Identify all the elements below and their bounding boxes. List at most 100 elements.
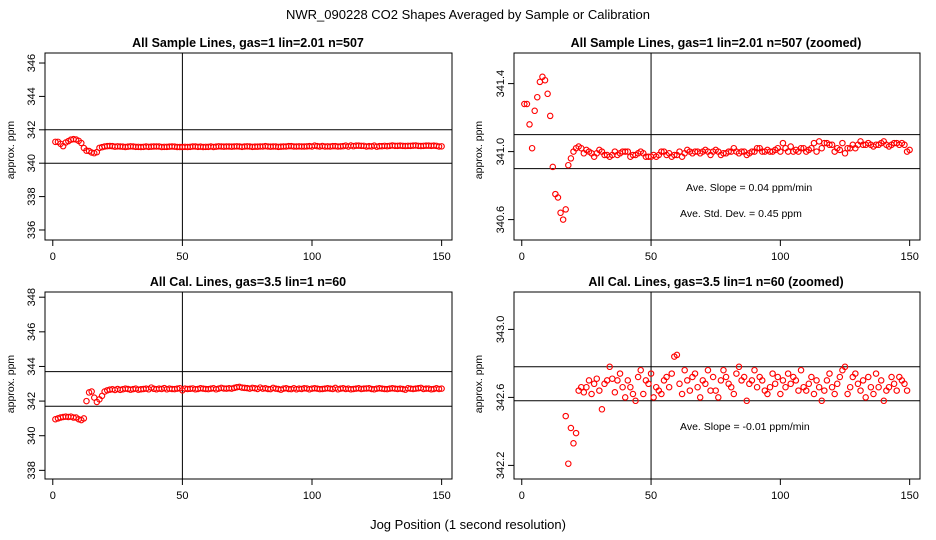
data-points — [562, 0, 912, 467]
data-point — [549, 163, 557, 171]
data-point — [650, 394, 657, 401]
data-point — [828, 141, 836, 149]
data-point — [640, 390, 647, 398]
annotations: Ave. Slope = -0.01 ppm/min — [680, 421, 810, 433]
data-point — [609, 375, 616, 382]
data-point — [88, 388, 95, 395]
data-point — [810, 139, 818, 147]
panel-sample-lines-zoomed: All Sample Lines, gas=1 lin=2.01 n=507 (… — [473, 36, 921, 263]
y-tick-label: 340 — [26, 427, 38, 445]
data-points — [52, 383, 445, 424]
data-point — [663, 373, 670, 381]
data-point — [583, 383, 590, 391]
data-point — [893, 387, 900, 394]
x-tick-label: 100 — [771, 490, 789, 502]
x-tick-label: 150 — [432, 490, 450, 502]
data-point — [624, 377, 632, 384]
x-tick-label: 100 — [303, 251, 321, 263]
data-point — [80, 415, 88, 422]
data-point — [722, 373, 730, 381]
data-points — [52, 135, 445, 157]
data-point — [797, 366, 805, 374]
data-point — [658, 148, 665, 155]
x-tick-label: 0 — [519, 490, 525, 502]
data-point — [598, 406, 606, 413]
data-point — [907, 0, 912, 3]
data-points — [521, 73, 913, 223]
data-point — [808, 144, 815, 152]
data-point — [565, 161, 572, 169]
data-point — [865, 373, 872, 381]
data-point — [782, 383, 789, 391]
y-tick-label: 348 — [26, 288, 38, 306]
data-point — [877, 377, 885, 384]
data-point — [704, 366, 712, 374]
data-point — [624, 148, 632, 155]
data-point — [813, 148, 820, 155]
data-point — [627, 383, 634, 391]
data-point — [606, 363, 613, 371]
figure-x-axis-label: Jog Position (1 second resolution) — [370, 517, 566, 532]
y-tick-label: 341.0 — [495, 138, 507, 166]
data-point — [906, 146, 913, 154]
y-tick-label: 340.6 — [495, 206, 507, 234]
data-point — [862, 394, 869, 401]
data-point — [875, 383, 882, 391]
data-point — [831, 390, 838, 398]
data-point — [709, 373, 717, 381]
data-point — [632, 397, 639, 405]
reference-lines — [514, 292, 920, 479]
panel-title: All Cal. Lines, gas=3.5 lin=1 n=60 (zoom… — [588, 275, 843, 289]
y-tick-label: 336 — [26, 221, 38, 239]
data-point — [792, 377, 800, 384]
data-point — [833, 380, 841, 388]
y-tick-label: 346 — [26, 54, 38, 72]
data-point — [777, 148, 784, 155]
data-point — [872, 370, 880, 377]
data-point — [846, 383, 854, 391]
reference-lines — [45, 53, 452, 240]
data-point — [621, 394, 629, 401]
data-point — [562, 412, 569, 420]
y-axis-label: approx. ppm — [473, 121, 485, 180]
panel-cal-lines: All Cal. Lines, gas=3.5 lin=1 n=60 appro… — [5, 275, 453, 502]
data-point — [813, 377, 820, 384]
data-point — [808, 373, 815, 381]
data-point — [730, 390, 738, 398]
x-tick-label: 150 — [432, 251, 450, 263]
x-tick-label: 0 — [50, 490, 56, 502]
y-tick-label: 340 — [26, 154, 38, 172]
data-point — [585, 377, 593, 384]
reference-lines — [514, 53, 920, 240]
data-point — [779, 377, 787, 384]
y-tick-label: 344 — [26, 87, 38, 105]
data-point — [435, 143, 443, 150]
panel-title: All Sample Lines, gas=1 lin=2.01 n=507 — [132, 36, 364, 50]
data-point — [841, 150, 849, 157]
data-point — [815, 138, 823, 145]
data-point — [748, 377, 756, 384]
x-tick-label: 100 — [303, 490, 321, 502]
data-point — [901, 141, 908, 149]
data-point — [753, 144, 761, 152]
x-tick-label: 50 — [645, 251, 657, 263]
data-point — [528, 144, 536, 152]
panel-title: All Sample Lines, gas=1 lin=2.01 n=507 (… — [571, 36, 862, 50]
data-point — [823, 377, 831, 384]
data-point — [787, 143, 794, 150]
data-point — [614, 377, 621, 384]
y-tick-label: 342.2 — [495, 452, 507, 480]
ticks: 0 50 100 150 336 338 340 342 344 346 — [26, 54, 451, 263]
data-point — [805, 380, 813, 388]
data-point — [611, 389, 619, 396]
data-point — [544, 90, 551, 98]
data-point — [435, 385, 443, 393]
data-point — [629, 390, 637, 398]
data-point — [707, 387, 714, 394]
data-point — [678, 390, 686, 398]
data-point — [536, 78, 544, 86]
data-point — [665, 383, 673, 391]
y-tick-label: 343.0 — [495, 316, 507, 344]
data-point — [580, 389, 588, 396]
